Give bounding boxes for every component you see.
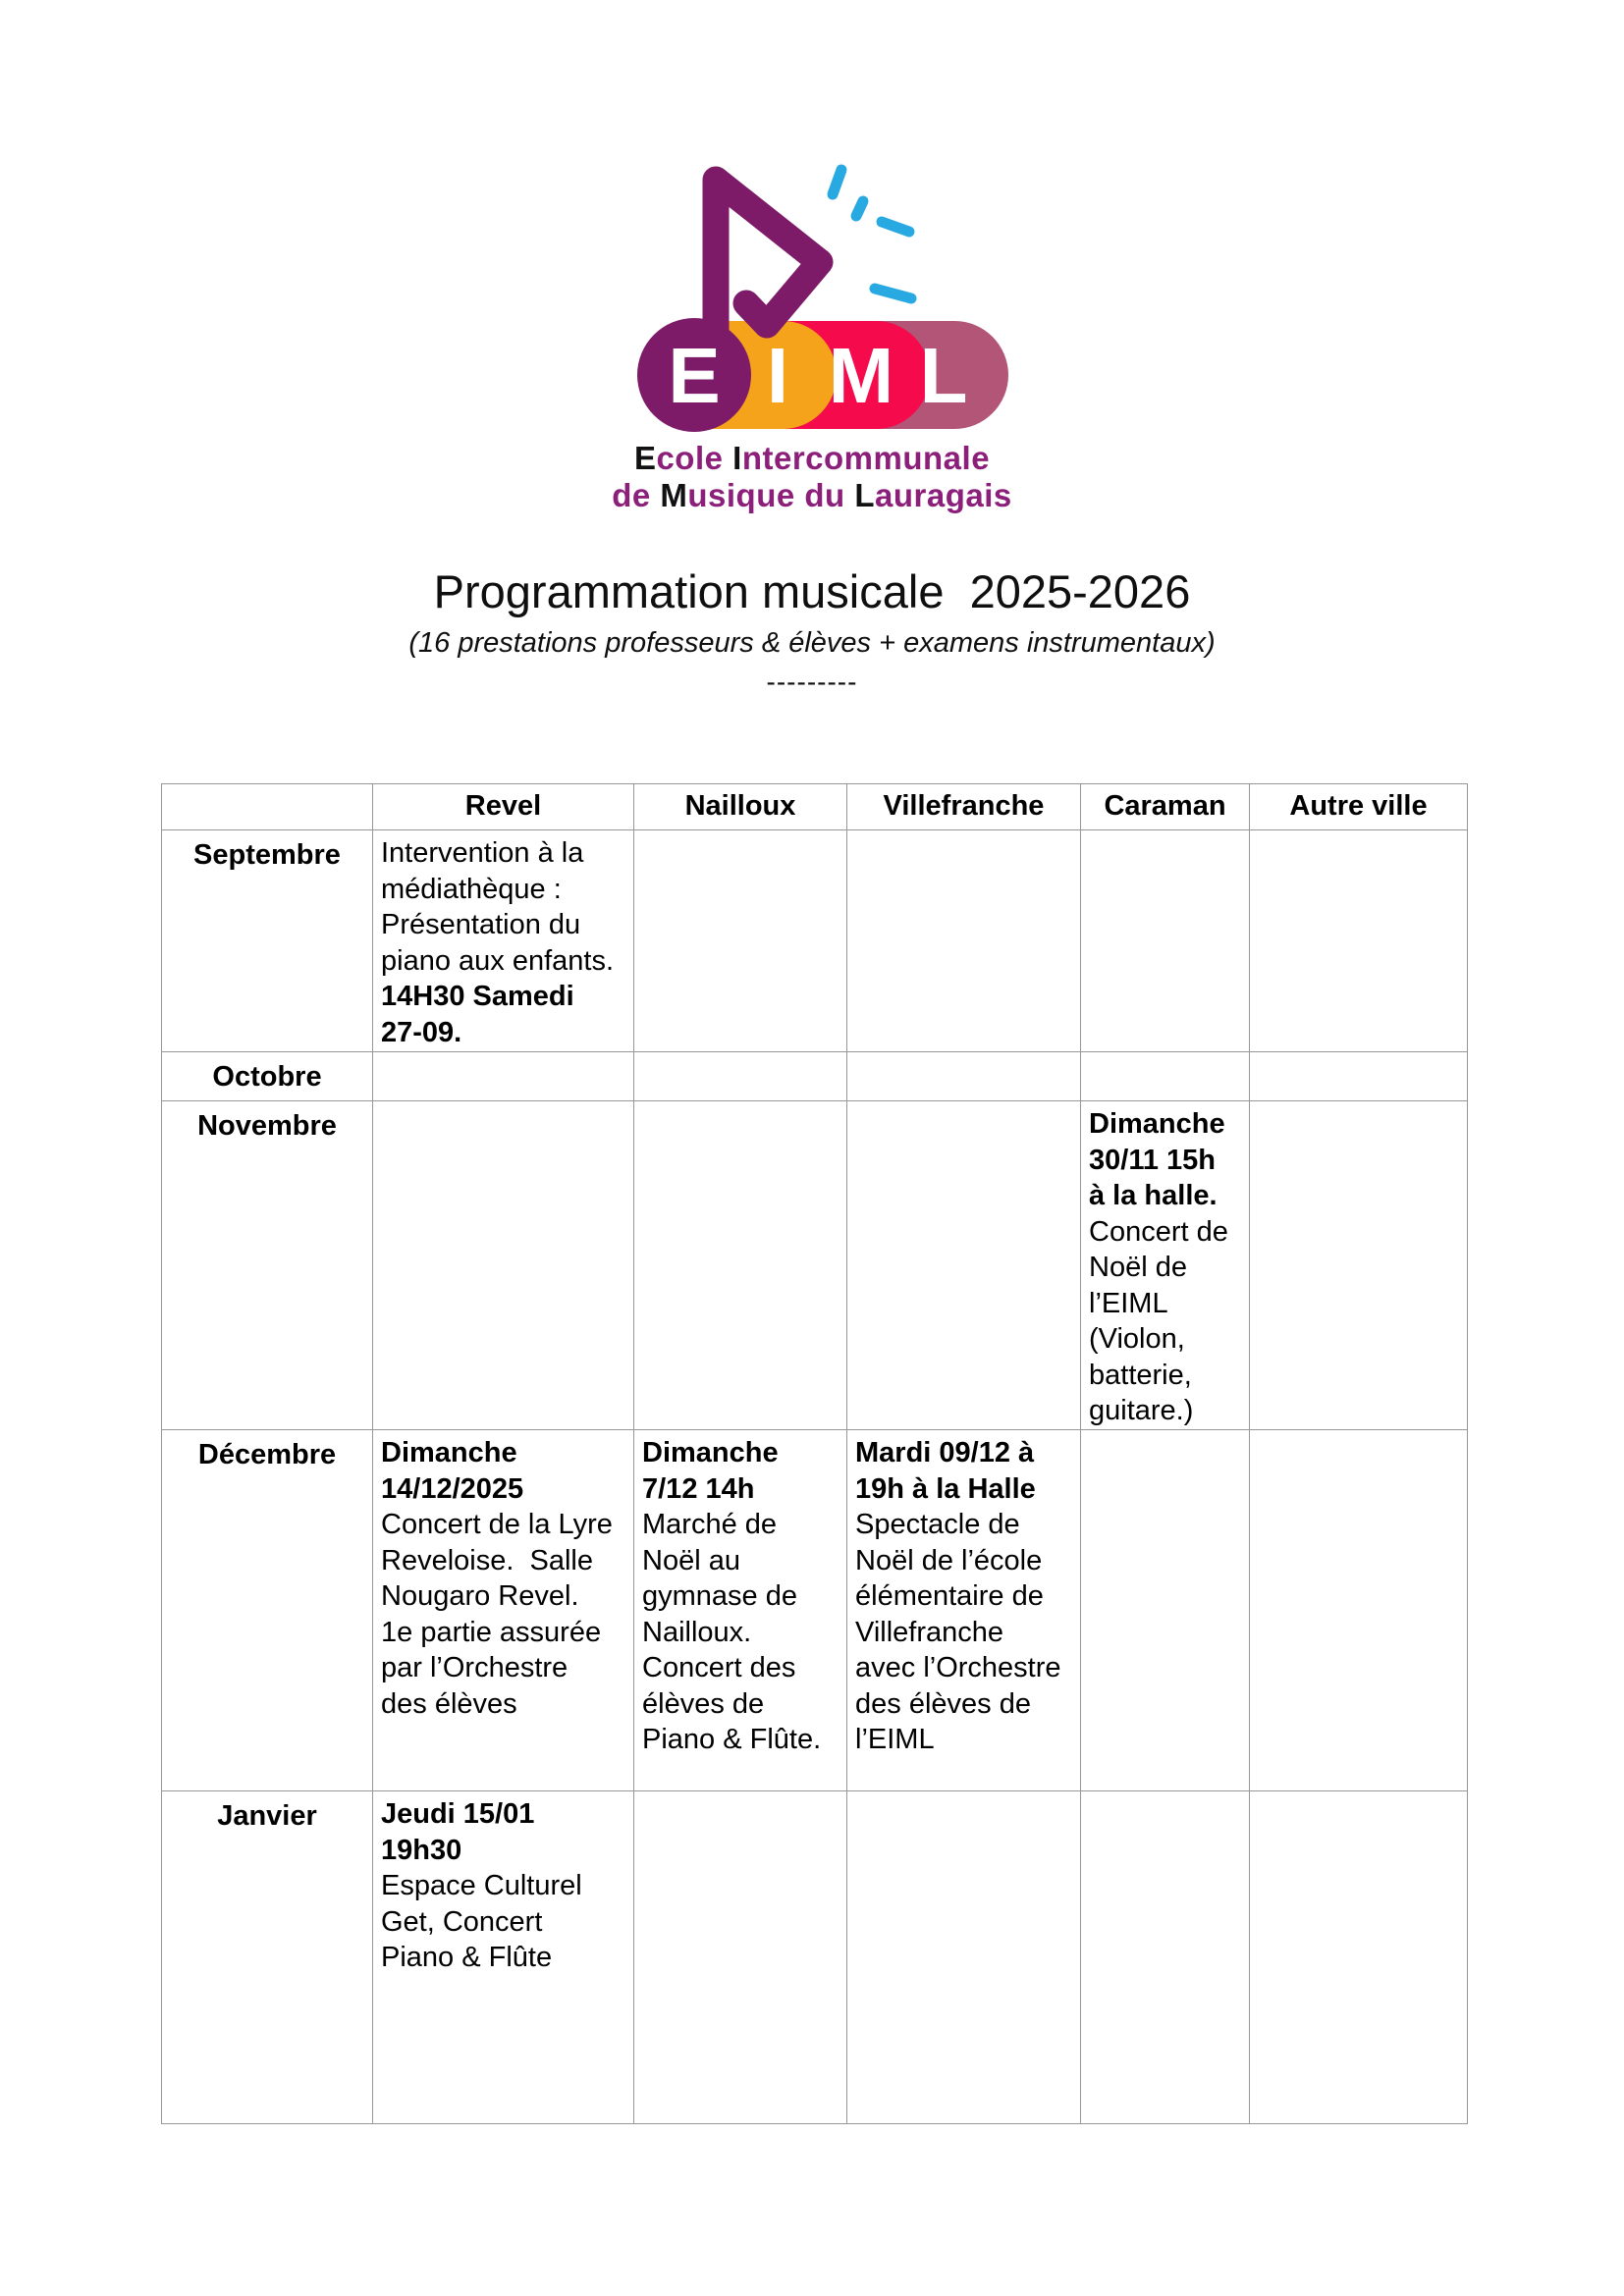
- tagline-initial: L: [854, 477, 876, 513]
- tagline-text: auragais: [875, 477, 1012, 513]
- music-note-icon: [702, 166, 834, 386]
- month-label-octobre: Octobre: [161, 1051, 373, 1101]
- cell-janvier-villefranche: [846, 1790, 1081, 2124]
- schedule-table: Revel Nailloux Villefranche Caraman Autr…: [161, 783, 1468, 2124]
- event-text: Espace Culturel Get, Concert Piano & Flû…: [381, 1870, 582, 1973]
- page-subtitle: (16 prestations professeurs & élèves + e…: [408, 627, 1216, 659]
- cell-novembre-villefranche: [846, 1100, 1081, 1430]
- cell-septembre-caraman: [1080, 829, 1250, 1052]
- page-title: Programmation musicale 2025-2026: [433, 565, 1191, 617]
- event-datetime: Dimanche 30/11 15h à la halle.: [1089, 1108, 1225, 1211]
- cell-decembre-nailloux: Dimanche 7/12 14h Marché de Noël au gymn…: [633, 1429, 847, 1791]
- logo-letters: E I M L: [668, 332, 967, 419]
- spark-3: [876, 216, 915, 238]
- event-text: Intervention à la médiathèque : Présenta…: [381, 837, 615, 977]
- tagline-initial: E: [633, 440, 657, 476]
- cell-janvier-nailloux: [633, 1790, 847, 2124]
- cell-octobre-autre: [1249, 1051, 1468, 1101]
- event-datetime: Mardi 09/12 à 19h à la Halle: [855, 1437, 1036, 1505]
- cell-janvier-autre: [1249, 1790, 1468, 2124]
- cell-decembre-caraman: [1080, 1429, 1250, 1791]
- table-row-septembre: Septembre Intervention à la médiathèque …: [161, 829, 1468, 1052]
- header-caraman: Caraman: [1080, 783, 1250, 830]
- cell-octobre-revel: [372, 1051, 634, 1101]
- cell-septembre-autre: [1249, 829, 1468, 1052]
- logo-tagline-line1: Ecole Intercommunale: [0, 440, 1624, 477]
- cell-octobre-villefranche: [846, 1051, 1081, 1101]
- month-label-septembre: Septembre: [161, 829, 373, 1052]
- cell-novembre-revel: [372, 1100, 634, 1430]
- event-datetime: Dimanche 7/12 14h: [642, 1437, 779, 1505]
- cell-decembre-autre: [1249, 1429, 1468, 1791]
- event-text: Concert de Noël de l’EIML (Violon, batte…: [1089, 1215, 1228, 1427]
- table-row-decembre: Décembre Dimanche 14/12/2025 Concert de …: [161, 1429, 1468, 1791]
- cell-novembre-autre: [1249, 1100, 1468, 1430]
- spark-2: [850, 195, 869, 222]
- tagline-text: ntercommunale: [741, 440, 991, 476]
- logo-letter-l: L: [920, 332, 968, 419]
- tagline-initial: I: [732, 440, 742, 476]
- spark-1: [827, 164, 847, 200]
- cell-novembre-caraman: Dimanche 30/11 15h à la halle. Concert d…: [1080, 1100, 1250, 1430]
- spark-lines-icon: [827, 164, 917, 304]
- header-month: [161, 783, 373, 830]
- table-row-janvier: Janvier Jeudi 15/01 19h30 Espace Culture…: [161, 1790, 1468, 2124]
- month-label-novembre: Novembre: [161, 1100, 373, 1430]
- cell-decembre-villefranche: Mardi 09/12 à 19h à la Halle Spectacle d…: [846, 1429, 1081, 1791]
- event-datetime: Jeudi 15/01 19h30: [381, 1798, 535, 1866]
- table-row-octobre: Octobre: [161, 1051, 1468, 1101]
- cell-septembre-revel: Intervention à la médiathèque : Présenta…: [372, 829, 634, 1052]
- cell-janvier-caraman: [1080, 1790, 1250, 2124]
- tagline-text: de: [612, 477, 661, 513]
- cell-octobre-caraman: [1080, 1051, 1250, 1101]
- table-header-row: Revel Nailloux Villefranche Caraman Autr…: [161, 783, 1468, 830]
- header-nailloux: Nailloux: [633, 783, 847, 830]
- eiml-logo-graphic: E I M L: [637, 164, 1008, 432]
- cell-octobre-nailloux: [633, 1051, 847, 1101]
- month-label-janvier: Janvier: [161, 1790, 373, 2124]
- cell-novembre-nailloux: [633, 1100, 847, 1430]
- event-datetime: 14H30 Samedi 27-09.: [381, 981, 574, 1048]
- spark-4: [869, 283, 917, 304]
- header-villefranche: Villefranche: [846, 783, 1081, 830]
- cell-septembre-nailloux: [633, 829, 847, 1052]
- eiml-logo: E I M L Ecole Intercommunale de Musique …: [0, 93, 1624, 514]
- divider-dashes: ---------: [766, 667, 858, 697]
- event-text: Marché de Noël au gymnase de Nailloux. C…: [642, 1509, 822, 1755]
- tagline-text: usique du: [687, 477, 855, 513]
- event-text: Spectacle de Noël de l’école élémentaire…: [855, 1509, 1061, 1755]
- header-autre-ville: Autre ville: [1249, 783, 1468, 830]
- event-text: Concert de la Lyre Reveloise. Salle Noug…: [381, 1509, 613, 1720]
- month-label-decembre: Décembre: [161, 1429, 373, 1791]
- logo-tagline-line2: de Musique du Lauragais: [0, 477, 1624, 514]
- table-row-novembre: Novembre Dimanche 30/11 15h à la halle. …: [161, 1100, 1468, 1430]
- logo-letter-m: M: [829, 332, 894, 419]
- document-page: E I M L Ecole Intercommunale de Musique …: [0, 93, 1624, 2124]
- logo-letter-e: E: [668, 332, 720, 419]
- logo-letter-i: I: [767, 332, 788, 419]
- cell-septembre-villefranche: [846, 829, 1081, 1052]
- cell-decembre-revel: Dimanche 14/12/2025 Concert de la Lyre R…: [372, 1429, 634, 1791]
- tagline-text: cole: [656, 440, 733, 476]
- event-datetime: Dimanche 14/12/2025: [381, 1437, 524, 1505]
- cell-janvier-revel: Jeudi 15/01 19h30 Espace Culturel Get, C…: [372, 1790, 634, 2124]
- header-revel: Revel: [372, 783, 634, 830]
- tagline-initial: M: [660, 477, 688, 513]
